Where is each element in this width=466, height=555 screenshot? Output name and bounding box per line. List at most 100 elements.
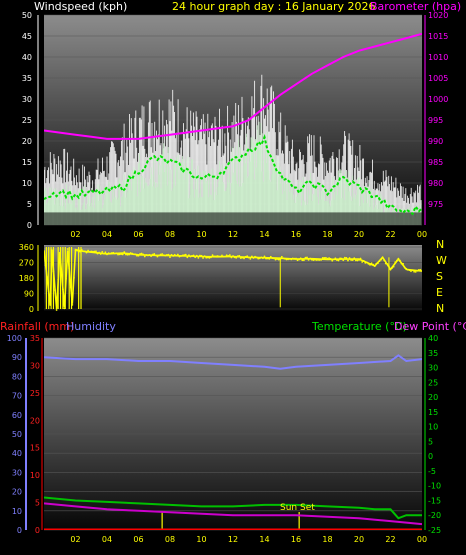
compass-label-n-top: N <box>436 238 445 251</box>
wind-direction-point <box>139 253 141 255</box>
wind-direction-point <box>239 257 242 260</box>
wind-direction-point <box>241 256 244 259</box>
x-tick-label: 06 <box>133 230 143 239</box>
wind-direction-point <box>254 255 256 258</box>
wind-direction-point <box>334 257 337 260</box>
wind-direction-point <box>132 253 135 256</box>
wind-direction-point <box>304 256 307 259</box>
wind-direction-point <box>290 258 293 261</box>
wind-direction-point <box>206 256 209 259</box>
wind-tick-label: 5 <box>27 200 32 209</box>
temperature-tick-label: 35 <box>428 349 438 358</box>
wind-direction-point <box>238 254 241 257</box>
wind-tick-label: 20 <box>22 137 32 146</box>
wind-direction-point <box>343 256 346 259</box>
humidity-tick-label: 70 <box>12 392 22 401</box>
x-tick-label: 22 <box>385 230 395 239</box>
wind-direction-point <box>365 261 368 264</box>
wind-tick-label: 25 <box>22 116 32 125</box>
rain-tick-label: 30 <box>30 361 40 370</box>
wind-direction-point <box>213 255 216 258</box>
wind-direction-point <box>136 254 138 257</box>
graph-title: 24 hour graph day : 16 January 2026 <box>172 0 376 13</box>
wind-direction-point <box>107 252 110 255</box>
wind-direction-point <box>326 257 329 260</box>
x-tick-label: 10 <box>196 230 206 239</box>
temperature-series-group <box>44 354 422 530</box>
wind-direction-point <box>162 254 165 257</box>
wind-direction-point <box>282 257 285 260</box>
wind-direction-point <box>224 255 227 258</box>
wind-direction-point <box>400 262 403 265</box>
wind-direction-point <box>232 255 234 257</box>
humidity-tick-label: 80 <box>12 372 22 381</box>
x-tick-label: 00 <box>417 535 427 544</box>
wind-direction-point <box>216 255 219 257</box>
wind-direction-point <box>269 255 272 258</box>
wind-direction-point <box>95 250 97 253</box>
wind-direction-point <box>386 263 389 265</box>
wind-direction-point <box>302 259 305 262</box>
x-tick-label: 02 <box>70 535 80 544</box>
wind-direction-point <box>90 250 93 253</box>
wind-direction-point <box>320 258 323 261</box>
wind-direction-point <box>325 256 327 259</box>
wind-direction-point <box>246 255 249 257</box>
wind-direction-point <box>221 254 223 257</box>
wind-direction-point <box>113 252 116 255</box>
wind-direction-point <box>154 254 157 257</box>
wind-direction-point <box>243 257 245 260</box>
wind-direction-point <box>310 258 313 261</box>
baro-tick-label: 995 <box>428 116 443 125</box>
wind-direction-point <box>102 252 105 255</box>
dewpoint-axis-label: Dew Point (°C) <box>394 320 466 333</box>
rain-tick-label: 10 <box>30 471 40 480</box>
wind-direction-point <box>266 257 269 260</box>
wind-direction-point <box>142 253 145 256</box>
humidity-tick-label: 90 <box>12 353 22 362</box>
wind-direction-point <box>101 250 104 253</box>
direction-tick-label: 180 <box>19 274 34 283</box>
wind-direction-point <box>298 258 301 261</box>
wind-direction-point <box>120 253 123 255</box>
rain-tick-label: 5 <box>35 499 40 508</box>
wind-direction-point <box>255 256 258 259</box>
wind-direction-point <box>227 254 230 257</box>
x-tick-label: 20 <box>354 230 364 239</box>
baro-tick-label: 1010 <box>428 53 448 62</box>
wind-direction-point <box>225 254 228 257</box>
baro-tick-label: 980 <box>428 179 443 188</box>
wind-direction-point <box>178 255 181 258</box>
wind-direction-point <box>361 261 364 263</box>
temperature-tick-label: 20 <box>428 393 438 402</box>
wind-direction-point <box>169 256 171 259</box>
wind-direction-point <box>175 254 178 257</box>
wind-direction-point <box>258 257 261 260</box>
wind-direction-point <box>392 265 395 268</box>
wind-direction-point <box>384 262 387 265</box>
direction-tick-label: 0 <box>29 305 34 314</box>
wind-direction-point <box>406 268 409 271</box>
wind-direction-point <box>208 256 211 259</box>
wind-direction-point <box>410 270 412 273</box>
humidity-tick-label: 0 <box>17 526 22 535</box>
wind-direction-point <box>54 289 56 292</box>
wind-direction-point <box>359 257 362 260</box>
wind-direction-point <box>140 252 143 255</box>
baro-tick-label: 1005 <box>428 74 448 83</box>
wind-direction-point <box>268 258 271 260</box>
x-tick-label: 04 <box>102 230 112 239</box>
wind-direction-point <box>340 257 343 260</box>
wind-direction-point <box>110 252 113 254</box>
wind-direction-point <box>117 253 119 256</box>
wind-direction-point <box>414 270 417 273</box>
wind-direction-point <box>249 257 252 260</box>
wind-direction-point <box>219 255 222 258</box>
wind-direction-point <box>336 259 338 262</box>
wind-direction-point <box>181 254 184 257</box>
wind-direction-point <box>380 258 382 261</box>
wind-direction-point <box>381 256 384 259</box>
wind-direction-point <box>405 267 408 270</box>
wind-direction-point <box>348 257 351 259</box>
x-tick-label: 20 <box>354 535 364 544</box>
